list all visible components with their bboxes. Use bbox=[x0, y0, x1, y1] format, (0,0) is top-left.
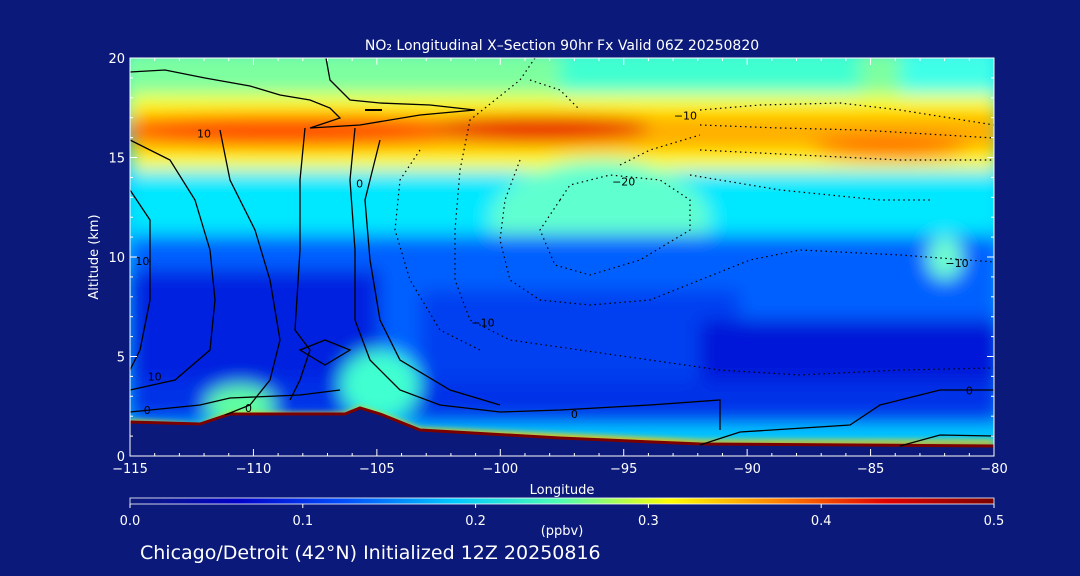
x-axis-label: Longitude bbox=[530, 483, 595, 498]
x-axis: −115 −110 −105 −100 −95 −90 −85 −80 bbox=[112, 58, 1008, 477]
y-tick-label: 15 bbox=[108, 152, 125, 167]
colorbar-tick-label: 0.1 bbox=[292, 514, 313, 529]
x-tick-label: −85 bbox=[857, 462, 884, 477]
x-tick-label: −110 bbox=[236, 462, 272, 477]
contour-label: 10 bbox=[197, 128, 211, 141]
chart-title: NO₂ Longitudinal X–Section 90hr Fx Valid… bbox=[365, 38, 759, 54]
plot-area: 10 10 10 0 0 0 −10 −20 −10 0 −10 0 bbox=[130, 58, 994, 456]
x-tick-label: −105 bbox=[359, 462, 395, 477]
x-tick-label: −115 bbox=[112, 462, 148, 477]
colorbar-tick-label: 0.2 bbox=[465, 514, 486, 529]
contour-label: 0 bbox=[245, 402, 252, 415]
x-tick-label: −95 bbox=[610, 462, 637, 477]
contour-label: 10 bbox=[148, 370, 162, 383]
y-tick-label: 5 bbox=[117, 351, 125, 366]
contour-label: 0 bbox=[966, 384, 973, 397]
colorbar-label: (ppbv) bbox=[541, 524, 584, 539]
y-tick-label: 0 bbox=[117, 450, 125, 465]
contour-label: −20 bbox=[612, 175, 635, 188]
y-tick-label: 20 bbox=[108, 52, 125, 67]
colorbar-tick-label: 0.4 bbox=[811, 514, 832, 529]
colorbar bbox=[129, 497, 995, 505]
y-tick-label: 10 bbox=[108, 251, 125, 266]
y-axis: 0 5 10 15 20 bbox=[108, 52, 994, 465]
contour-lines-negative bbox=[394, 58, 994, 376]
contour-lines bbox=[130, 58, 994, 447]
x-tick-label: −90 bbox=[733, 462, 760, 477]
colorbar-ticks: 0.0 0.1 0.2 0.3 0.4 0.5 bbox=[120, 504, 1005, 529]
x-tick-label: −80 bbox=[980, 462, 1007, 477]
terrain bbox=[130, 408, 994, 456]
contour-label: 0 bbox=[571, 408, 578, 421]
contour-label: −10 bbox=[471, 317, 494, 330]
colorbar-tick-label: 0.5 bbox=[984, 514, 1005, 529]
contour-label: 10 bbox=[135, 255, 149, 268]
y-axis-label: Altitude (km) bbox=[87, 214, 102, 299]
x-tick-label: −100 bbox=[482, 462, 518, 477]
contour-label: −10 bbox=[674, 110, 697, 123]
contour-label: 0 bbox=[356, 177, 363, 190]
colorbar-tick-label: 0.0 bbox=[120, 514, 141, 529]
contour-label: 0 bbox=[144, 404, 151, 417]
colorbar-tick-label: 0.3 bbox=[638, 514, 659, 529]
run-info-title: Chicago/Detroit (42°N) Initialized 12Z 2… bbox=[140, 542, 601, 564]
contour-label: −10 bbox=[945, 257, 968, 270]
